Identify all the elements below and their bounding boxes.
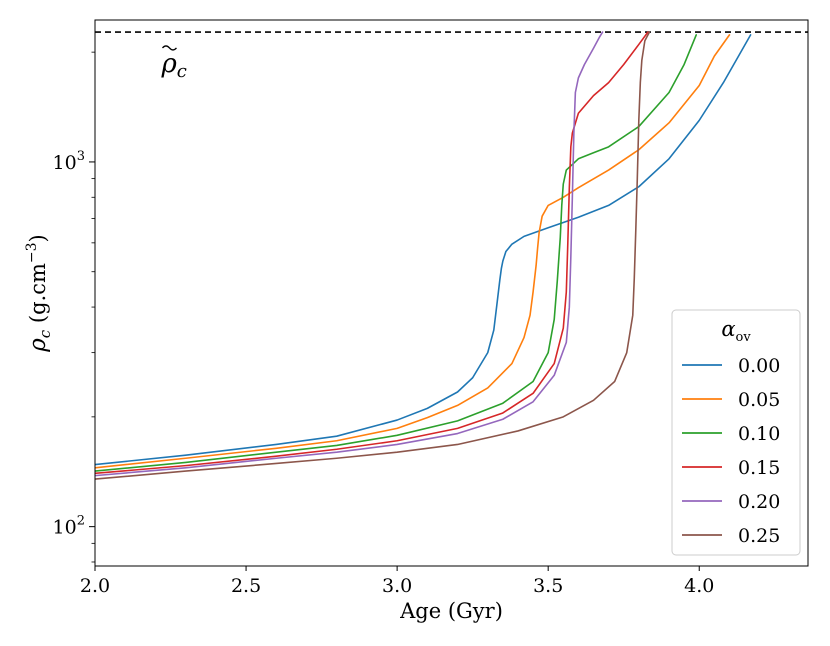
legend-box	[671, 309, 801, 556]
series-line-0-15	[95, 31, 649, 475]
x-axis-label: Age (Gyr)	[399, 599, 503, 623]
series-line-0-20	[95, 31, 604, 477]
y-tick-exponent: 2	[77, 514, 85, 529]
legend-label-0-20: 0.20	[738, 491, 780, 513]
legend-title-subscript: ov	[736, 330, 752, 345]
y-axis-units: (g.cm	[26, 263, 50, 330]
legend-title-symbol: α	[721, 317, 735, 341]
series-line-0-10	[95, 34, 698, 472]
y-axis-units-exponent: −3	[24, 242, 40, 263]
reference-label-symbol: ρ	[160, 49, 177, 79]
reference-label: ρc	[160, 49, 186, 82]
y-axis-units-close: )	[26, 234, 50, 242]
x-tick-label: 3.5	[533, 575, 563, 597]
y-tick-exponent: 3	[77, 149, 85, 164]
legend-title: αov	[721, 317, 751, 345]
legend-label-0-15: 0.15	[738, 457, 780, 479]
y-tick-label: 103	[53, 149, 85, 174]
legend-label-0-05: 0.05	[738, 389, 780, 411]
legend-label-0-00: 0.00	[738, 355, 780, 377]
y-axis-subscript: c	[36, 329, 54, 338]
y-tick-label: 102	[53, 514, 85, 539]
legend-label-0-10: 0.10	[738, 423, 780, 445]
reference-label-subscript: c	[177, 61, 187, 82]
y-tick-base: 10	[53, 517, 77, 539]
legend-label-0-25: 0.25	[738, 525, 780, 547]
series-group	[95, 31, 752, 480]
x-tick-label: 2.0	[80, 575, 110, 597]
series-line-0-05	[95, 34, 731, 469]
x-tick-label: 4.0	[684, 575, 714, 597]
series-line-0-25	[95, 31, 651, 480]
reference-label-tilde	[161, 45, 177, 51]
series-line-0-00	[95, 34, 752, 466]
x-tick-label: 2.5	[231, 575, 261, 597]
y-tick-base: 10	[53, 152, 77, 174]
plot-frame	[94, 19, 809, 567]
y-axis-symbol: ρ	[25, 338, 51, 353]
y-axis-label: ρc (g.cm−3)	[24, 234, 54, 352]
x-tick-label: 3.0	[382, 575, 412, 597]
